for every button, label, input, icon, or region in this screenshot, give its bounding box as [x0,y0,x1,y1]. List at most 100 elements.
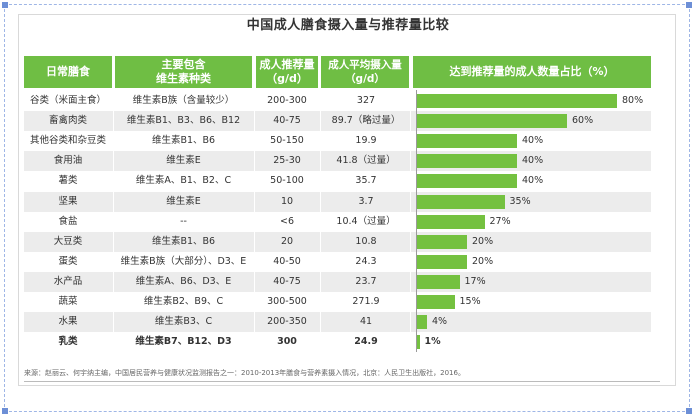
percent-label: 15% [459,296,481,307]
recommended-cell: 40-75 [273,275,301,287]
percent-bar [417,154,517,169]
table-row: 蔬菜 维生素B2、B9、C 300-500 271.9 15% [24,292,651,312]
header-vitamins: 主要包含 维生素种类 [115,56,252,88]
table-row: 水果 维生素B3、C 200-350 41 4% [24,312,651,333]
average-cell: 89.7（略过量） [331,115,401,127]
food-cell: 食盐 [58,215,78,227]
food-cell: 其他谷类和杂豆类 [29,135,106,147]
food-cell: 水果 [58,316,78,328]
recommended-cell: 200-350 [267,316,307,328]
average-cell: 41.8（过量） [336,155,396,167]
column-divider [410,89,411,351]
recommended-cell: 300-500 [267,296,307,307]
header-vitamins-label: 主要包含 维生素种类 [156,58,211,85]
header-percent: 达到推荐量的成人数量占比（%） [413,56,651,88]
percent-bar [417,274,460,289]
food-cell: 乳类 [58,336,78,348]
header-average: 成人平均摄入量 （g/d） [321,56,409,88]
header-food: 日常膳食 [24,56,112,88]
percent-bar [417,214,485,229]
frame-handle-tl [2,2,8,8]
vitamins-cell: 维生素A、B6、D3、E [135,275,232,287]
percent-label: 40% [522,155,544,167]
percent-bar [417,114,567,129]
column-divider [320,89,321,351]
food-cell: 食用油 [53,155,83,167]
vitamins-cell: 维生素B族（大部分）、D3、E [120,255,247,267]
table-row: 其他谷类和杂豆类 维生素B1、B6 50-150 19.9 40% [24,131,651,151]
recommended-cell: 200-300 [267,95,307,106]
percent-bar [417,94,617,108]
table-row: 谷类（米面主食） 维生素B族（含量较少） 200-300 327 80% [24,91,651,111]
percent-label: 4% [432,316,448,328]
header-recommended: 成人推荐量 （g/d） [256,56,318,88]
table-row: 乳类 维生素B7、B12、D3 300 24.9 1% [24,332,651,352]
average-cell: 24.9 [354,336,378,348]
percent-bar [417,254,467,269]
percent-label: 17% [464,275,486,287]
food-cell: 蛋类 [58,255,78,267]
percent-label: 80% [622,95,644,106]
recommended-cell: <6 [279,215,294,227]
vitamins-cell: 维生素B1、B6 [151,235,216,247]
food-cell: 坚果 [58,195,78,207]
table-row: 蛋类 维生素B族（大部分）、D3、E 40-50 24.3 20% [24,252,651,272]
recommended-cell: 300 [277,336,297,348]
food-cell: 蔬菜 [58,296,78,307]
average-cell: 41 [359,316,373,328]
average-cell: 35.7 [355,175,377,187]
recommended-cell: 50-150 [270,135,304,147]
vitamins-cell: 维生素E [166,155,201,167]
page-title: 中国成人膳食摄入量与推荐量比较 [246,18,450,33]
vitamins-cell: 维生素B族（含量较少） [132,95,235,106]
percent-label: 40% [522,175,544,187]
average-cell: 10.8 [355,235,377,247]
food-cell: 薯类 [58,175,78,187]
vitamins-cell: 维生素B7、B12、D3 [135,336,232,348]
bar-axis [416,90,417,352]
table-row: 坚果 维生素E 10 3.7 35% [24,191,651,212]
vitamins-cell: 维生素B1、B3、B6、B12 [126,115,241,127]
recommended-cell: 40-75 [273,115,301,127]
vitamins-cell: 维生素E [166,195,201,207]
vitamins-cell: 维生素B2、B9、C [143,296,224,307]
table-row: 食用油 维生素E 25-30 41.8（过量） 40% [24,151,651,172]
recommended-cell: 25-30 [273,155,301,167]
food-cell: 水产品 [53,275,83,287]
table-row: 薯类 维生素A、B1、B2、C 50-100 35.7 40% [24,171,651,191]
percent-label: 20% [472,255,494,267]
percent-bar [417,174,517,189]
food-cell: 畜禽肉类 [48,115,87,127]
percent-label: 35% [509,195,531,207]
percent-bar [417,295,455,309]
table-row: 大豆类 维生素B1、B6 20 10.8 20% [24,231,651,252]
vitamins-cell: -- [180,215,187,227]
recommended-cell: 10 [280,195,294,207]
frame-handle-br [686,408,692,414]
percent-label: 20% [472,235,494,247]
percent-label: 1% [424,336,441,348]
food-cell: 谷类（米面主食） [29,95,106,106]
average-cell: 327 [356,95,376,106]
header-average-label: 成人平均摄入量 （g/d） [328,59,402,85]
source-note: 来源：赵丽云、何宇纳主编，中国居民营养与健康状况监测报告之一：2010-2013… [24,369,465,377]
column-divider [113,89,114,351]
percent-label: 40% [522,135,544,147]
header-food-label: 日常膳食 [46,65,90,78]
vitamins-cell: 维生素B1、B6 [151,135,216,147]
column-divider [254,89,255,351]
frame-handle-bl [2,408,8,414]
outer-frame [2,2,692,414]
food-cell: 大豆类 [53,235,83,247]
average-cell: 24.3 [355,255,377,267]
recommended-cell: 40-50 [273,255,301,267]
percent-bar [417,234,467,249]
table-row: 食盐 -- <6 10.4（过量） 27% [24,212,651,232]
vitamins-cell: 维生素B3、C [154,316,213,328]
header-recommended-label: 成人推荐量 （g/d） [259,58,315,85]
percent-bar [417,335,420,350]
percent-bar [417,315,427,330]
vitamins-cell: 维生素A、B1、B2、C [135,175,232,187]
recommended-cell: 20 [280,235,294,247]
frame-handle-tr [686,2,692,8]
